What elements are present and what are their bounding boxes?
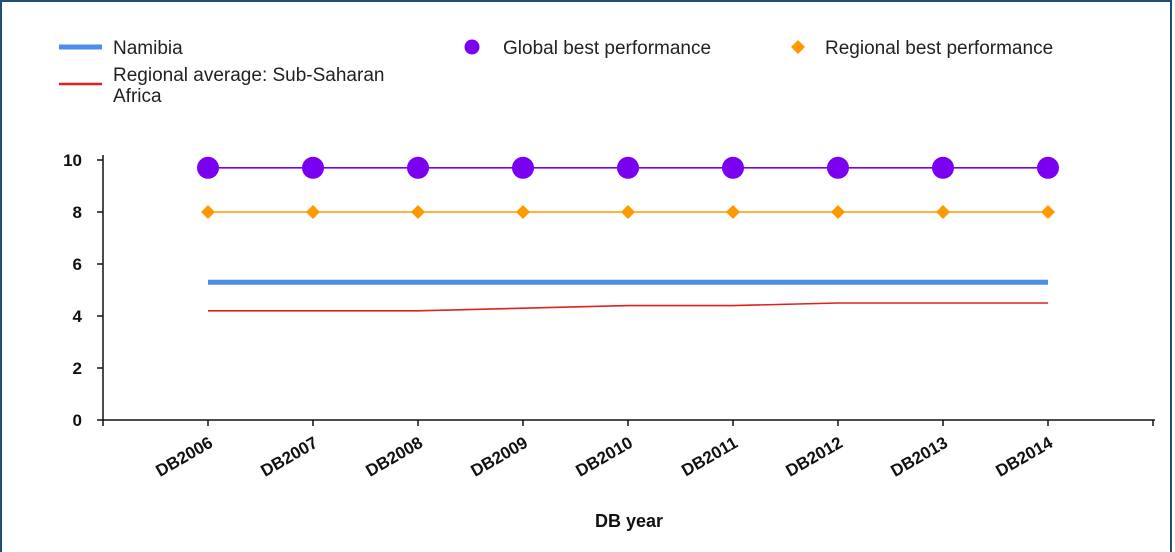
x-tick-label: DB2012: [782, 433, 846, 481]
data-point-global-best-performance: [407, 156, 429, 179]
x-axis-title: DB year: [595, 511, 663, 531]
legend-item-regional-average: Regional average: Sub-Saharan Africa: [59, 65, 390, 107]
data-point-global-best-performance: [1037, 156, 1059, 179]
x-tick-label: DB2011: [678, 433, 741, 480]
data-point-regional-best-performance: [516, 205, 530, 219]
legend-label-namibia: Namibia: [113, 38, 183, 59]
data-point-regional-best-performance: [726, 205, 740, 219]
data-point-regional-best-performance: [201, 205, 215, 219]
data-point-global-best-performance: [197, 156, 219, 179]
series-line-regional-average-sub-saharan-africa: [208, 302, 1048, 312]
legend-label-global-best: Global best performance: [503, 38, 711, 59]
legend: Namibia Regional average: Sub-Saharan Af…: [59, 38, 1053, 107]
data-point-regional-best-performance: [306, 205, 320, 219]
data-point-global-best-performance: [302, 156, 324, 179]
y-tick-label: 10: [63, 151, 82, 170]
data-point-global-best-performance: [722, 156, 744, 179]
x-tick-label: DB2010: [572, 433, 636, 481]
x-tick-label: DB2008: [362, 433, 426, 481]
legend-item-regional-best: Regional best performance: [791, 38, 1053, 59]
x-tick-label: DB2007: [257, 433, 321, 481]
legend-swatch-global-best: [464, 39, 480, 55]
x-tick-label: DB2013: [887, 433, 951, 481]
y-tick-label: 0: [73, 411, 82, 430]
data-point-global-best-performance: [617, 156, 639, 179]
legend-item-global-best: Global best performance: [464, 38, 711, 59]
y-tick-label: 4: [73, 307, 83, 326]
legend-label-regional-best: Regional best performance: [825, 38, 1053, 59]
data-point-global-best-performance: [932, 156, 954, 179]
data-point-regional-best-performance: [621, 205, 635, 219]
legend-item-namibia: Namibia: [59, 38, 183, 59]
x-tick-label: DB2014: [992, 433, 1056, 481]
legend-swatch-regional-best: [791, 40, 805, 54]
x-ticks: DB2006 DB2007 DB2008 DB2009 DB2010 DB2011 DB20…: [102, 420, 1154, 481]
data-point-regional-best-performance: [1041, 205, 1055, 219]
y-tick-label: 6: [73, 255, 82, 274]
data-point-regional-best-performance: [936, 205, 950, 219]
y-tick-label: 2: [73, 359, 82, 378]
axes: [102, 155, 1155, 421]
data-point-regional-best-performance: [831, 205, 845, 219]
y-ticks: 0 2 4 6 8 10: [63, 151, 103, 430]
y-tick-label: 8: [73, 203, 82, 222]
series-layer: [197, 156, 1059, 312]
data-point-global-best-performance: [827, 156, 849, 179]
data-point-regional-best-performance: [411, 205, 425, 219]
data-point-global-best-performance: [512, 156, 534, 179]
legend-label-regional-average: Regional average: Sub-Saharan Africa: [113, 65, 390, 107]
x-tick-label: DB2009: [467, 433, 531, 481]
x-tick-label: DB2006: [152, 433, 216, 481]
